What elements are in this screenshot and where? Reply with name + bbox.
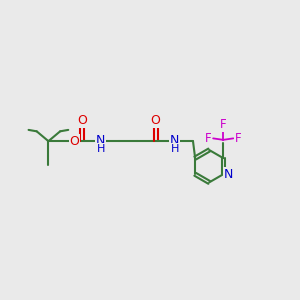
Text: F: F bbox=[235, 132, 242, 145]
Text: F: F bbox=[220, 118, 226, 131]
Text: N: N bbox=[224, 168, 233, 181]
Text: N: N bbox=[170, 134, 179, 147]
Text: N: N bbox=[96, 134, 106, 147]
Text: O: O bbox=[77, 114, 87, 127]
Text: O: O bbox=[151, 114, 160, 127]
Text: H: H bbox=[171, 143, 179, 154]
Text: F: F bbox=[205, 132, 211, 145]
Text: O: O bbox=[69, 135, 79, 148]
Text: H: H bbox=[97, 143, 105, 154]
